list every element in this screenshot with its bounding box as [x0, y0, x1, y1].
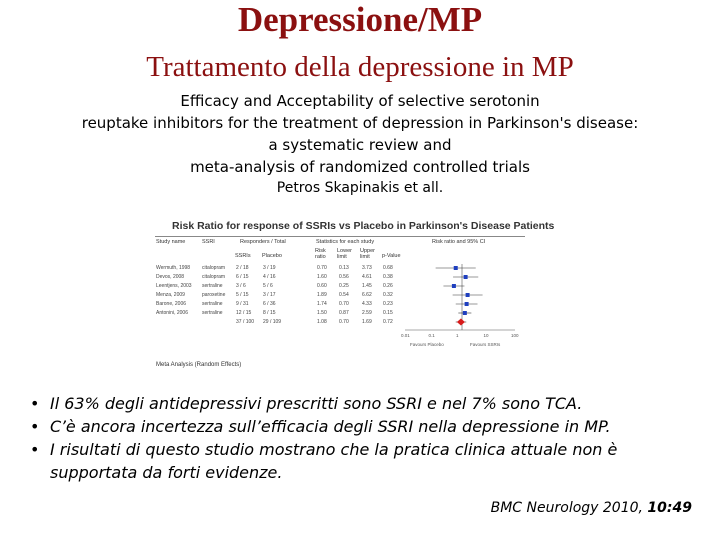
cell-ssris: 5 / 15 — [236, 292, 249, 298]
study-marker — [465, 293, 470, 297]
slide-title: Depressione/MP — [237, 0, 483, 39]
bullet-list: Il 63% degli antidepressivi prescritti s… — [30, 392, 690, 484]
paper-title: Efficacy and Acceptability of selective … — [20, 90, 700, 178]
cell-p: 0.32 — [383, 292, 393, 298]
cell-placebo: 6 / 36 — [263, 301, 276, 307]
paper-authors: Petros Skapinakis et all. — [276, 180, 444, 196]
bullet-item: C’è ancora incertezza sull’efficacia deg… — [30, 415, 690, 438]
figure-footer: Meta Analysis (Random Effects) — [156, 362, 242, 368]
bullet-item: I risultati di questo studio mostrano ch… — [30, 438, 690, 484]
cell-upper: 3.73 — [362, 265, 372, 271]
cell-placebo: 3 / 17 — [263, 292, 276, 298]
citation-volume: 10:49 — [647, 500, 692, 516]
cell-ssris: 37 / 100 — [236, 319, 255, 325]
col-lower: Lower limit — [337, 248, 352, 260]
col-forest: Risk ratio and 95% CI — [432, 239, 486, 245]
axis-tick-label: 100 — [511, 333, 519, 338]
paper-title-line: meta-analysis of randomized controlled t… — [190, 158, 530, 176]
figure-title: Risk Ratio for response of SSRIs vs Plac… — [172, 220, 555, 232]
cell-lower: 0.54 — [339, 292, 349, 298]
cell-rr: 1.74 — [317, 301, 327, 307]
study-marker — [463, 275, 468, 279]
cell-upper: 6.62 — [362, 292, 372, 298]
cell-study: Leentjens, 2003 — [156, 283, 192, 289]
favours-placebo-label: Favours Placebo — [410, 342, 444, 347]
favours-ssris-label: Favours SSRIs — [470, 342, 501, 347]
study-marker — [462, 311, 467, 315]
cell-ssri: citalopram — [202, 265, 226, 271]
citation: BMC Neurology 2010, 10:49 — [491, 500, 692, 516]
cell-lower: 0.87 — [339, 310, 349, 316]
cell-ssris: 3 / 6 — [236, 283, 246, 289]
col-upper: Upper limit — [360, 248, 375, 260]
cell-ssri: sertraline — [202, 301, 223, 307]
cell-study: Wermuth, 1998 — [156, 265, 191, 271]
cell-lower: 0.25 — [339, 283, 349, 289]
axis-tick-label: 10 — [483, 333, 489, 338]
cell-p: 0.38 — [383, 274, 393, 280]
cell-lower: 0.70 — [339, 319, 349, 325]
cell-upper: 4.33 — [362, 301, 372, 307]
paper-title-line: reuptake inhibitors for the treatment of… — [81, 114, 639, 132]
forest-plot-figure: Risk Ratio for response of SSRIs vs Plac… — [150, 212, 554, 390]
paper-title-line: a systematic review and — [268, 136, 452, 154]
cell-rr: 0.70 — [317, 265, 327, 271]
col-p: p-Value — [382, 253, 401, 259]
slide-subtitle: Trattamento della depressione in MP — [146, 51, 574, 83]
cell-placebo: 3 / 19 — [263, 265, 276, 271]
cell-upper: 4.61 — [362, 274, 372, 280]
axis-tick-label: 0.01 — [401, 333, 410, 338]
cell-p: 0.23 — [383, 301, 393, 307]
cell-rr: 1.89 — [317, 292, 327, 298]
cell-ssris: 9 / 31 — [236, 301, 249, 307]
cell-placebo: 4 / 16 — [263, 274, 276, 280]
figure-rule — [155, 236, 525, 237]
study-marker — [464, 302, 469, 306]
cell-ssris: 6 / 15 — [236, 274, 249, 280]
summary-diamond — [456, 318, 465, 326]
cell-rr: 1.60 — [317, 274, 327, 280]
cell-ssri: sertraline — [202, 310, 223, 316]
cell-p: 0.72 — [383, 319, 393, 325]
cell-lower: 0.70 — [339, 301, 349, 307]
paper-title-line: Efficacy and Acceptability of selective … — [180, 92, 540, 110]
cell-upper: 1.45 — [362, 283, 372, 289]
cell-p: 0.15 — [383, 310, 393, 316]
bullet-item: Il 63% degli antidepressivi prescritti s… — [30, 392, 690, 415]
col-study: Study name — [156, 239, 186, 245]
cell-p: 0.26 — [383, 283, 393, 289]
cell-upper: 1.69 — [362, 319, 372, 325]
cell-ssris: 2 / 18 — [236, 265, 249, 271]
cell-ssris: 12 / 15 — [236, 310, 252, 316]
axis-tick-label: 0.1 — [428, 333, 435, 338]
axis-tick-label: 1 — [456, 333, 459, 338]
study-marker — [451, 284, 456, 288]
cell-placebo: 29 / 109 — [263, 319, 282, 325]
cell-ssri: paroxetine — [202, 292, 226, 298]
cell-ssri: sertraline — [202, 283, 223, 289]
study-marker — [453, 266, 458, 270]
cell-study: Devos, 2008 — [156, 274, 185, 280]
cell-study: Antonini, 2006 — [156, 310, 188, 316]
cell-lower: 0.13 — [339, 265, 349, 271]
col-rr: Risk ratio — [315, 248, 326, 260]
cell-placebo: 8 / 15 — [263, 310, 276, 316]
col-responders: Responders / Total — [240, 239, 286, 245]
cell-rr: 1.08 — [317, 319, 327, 325]
cell-upper: 2.59 — [362, 310, 372, 316]
cell-study: Menza, 2009 — [156, 292, 185, 298]
cell-p: 0.68 — [383, 265, 393, 271]
cell-rr: 0.60 — [317, 283, 327, 289]
col-ssri: SSRI — [202, 239, 215, 245]
col-ssris: SSRIs — [235, 253, 251, 259]
cell-lower: 0.56 — [339, 274, 349, 280]
col-placebo: Placebo — [262, 253, 282, 259]
col-stats: Statistics for each study — [316, 239, 375, 245]
citation-journal: BMC Neurology 2010, — [490, 500, 648, 516]
cell-ssri: citalopram — [202, 274, 226, 280]
cell-rr: 1.50 — [317, 310, 327, 316]
forest-plot-svg — [405, 264, 515, 331]
cell-study: Barone, 2006 — [156, 301, 187, 307]
cell-placebo: 5 / 6 — [263, 283, 273, 289]
